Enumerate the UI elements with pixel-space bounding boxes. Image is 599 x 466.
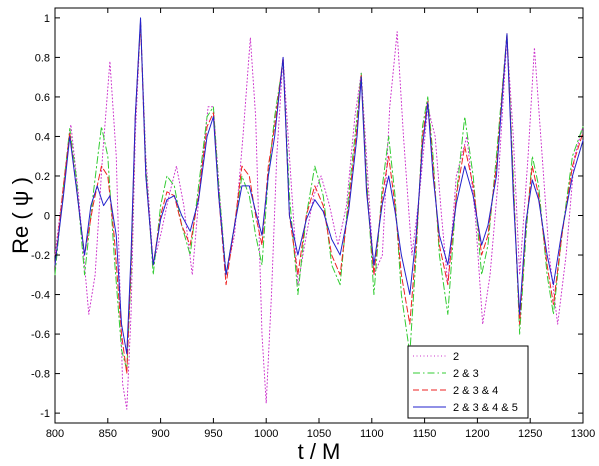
legend-label: 2 (453, 351, 459, 363)
series-layer (54, 17, 584, 410)
x-tick-label: 1100 (360, 428, 384, 440)
legend-label: 2 & 3 & 4 (453, 385, 498, 397)
x-tick-label: 1150 (413, 428, 437, 440)
y-tick-label: 0 (44, 211, 50, 223)
y-axis-title: Re ( ψ ) (8, 177, 33, 254)
y-tick-label: -1 (40, 408, 50, 420)
legend-box (407, 345, 529, 419)
legend: 2 2 & 3 2 & 3 & 4 2 & 3 & 4 & 5 (407, 345, 529, 419)
x-tick-label: 1000 (254, 428, 278, 440)
y-tick-label: -0.6 (31, 329, 50, 341)
y-tick-label: 0.6 (35, 92, 50, 104)
y-tick-label: 1 (44, 13, 50, 25)
x-tick-label: 1050 (307, 428, 331, 440)
y-tick-label: -0.4 (31, 290, 50, 302)
y-axis: -1 -0.8 -0.6 -0.4 -0.2 0 0.2 0.4 0.6 0.8 1 (31, 13, 583, 420)
y-tick-label: 0.8 (35, 52, 50, 64)
series-line-1 (54, 21, 584, 410)
y-tick-label: 0.2 (35, 171, 50, 183)
x-tick-label: 1250 (518, 428, 542, 440)
series-line-4 (54, 17, 584, 355)
y-tick-label: -0.8 (31, 369, 50, 381)
y-tick-label: 0.4 (35, 131, 50, 143)
x-tick-label: 900 (151, 428, 169, 440)
x-tick-label: 1200 (465, 428, 489, 440)
legend-label: 2 & 3 & 4 & 5 (453, 402, 518, 414)
x-tick-label: 800 (46, 428, 64, 440)
x-tick-label: 850 (99, 428, 117, 440)
legend-label: 2 & 3 (453, 368, 479, 380)
x-axis-title: t / M (298, 439, 341, 464)
x-axis: 800 850 900 950 1000 1050 1100 1150 1200 1250 1300 (46, 8, 595, 440)
x-tick-label: 950 (204, 428, 222, 440)
x-tick-label: 1300 (571, 428, 595, 440)
y-tick-label: -0.2 (31, 250, 50, 262)
